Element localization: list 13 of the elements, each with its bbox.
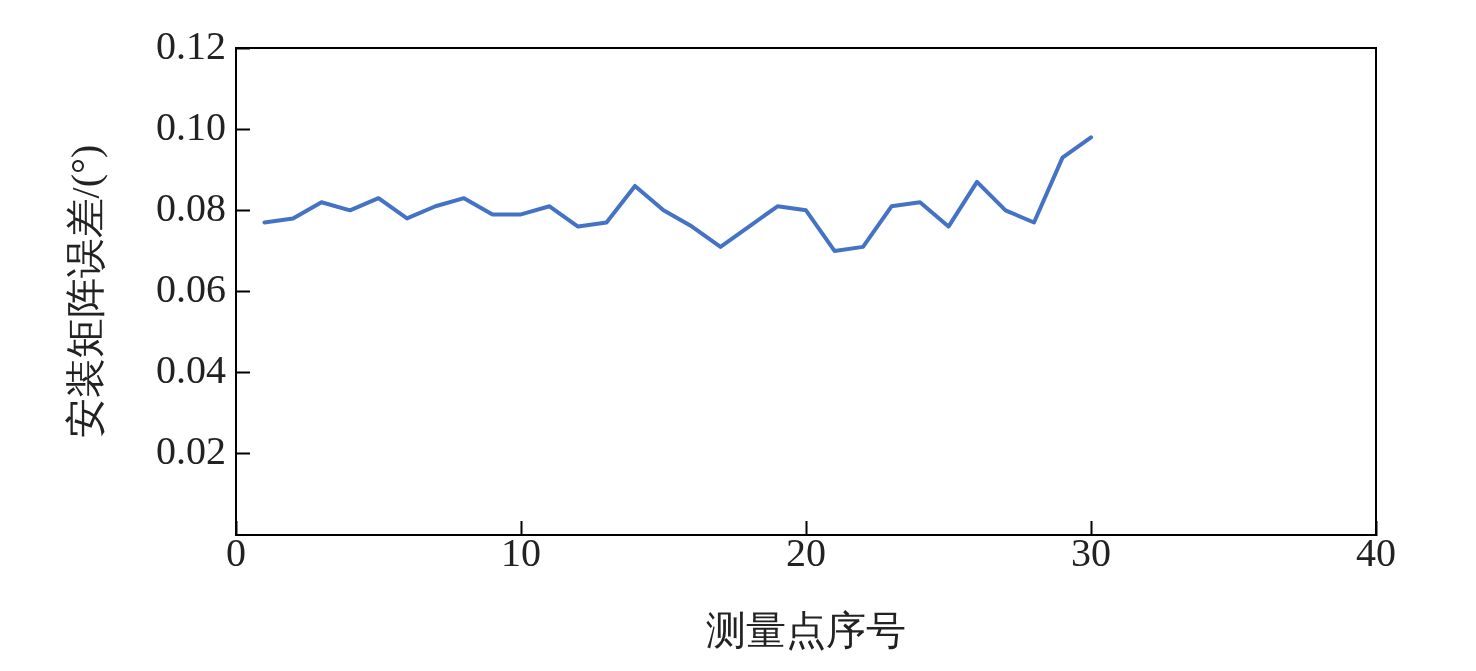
y-tick-label: 0.06: [156, 266, 226, 311]
y-tick-label: 0.02: [156, 428, 226, 474]
x-tick-label: 20: [786, 529, 826, 575]
x-tick-label: 10: [501, 529, 541, 575]
y-tick-label: 0.08: [156, 184, 226, 230]
x-axis-title: 测量点序号: [706, 607, 906, 653]
y-tick-label: 0.10: [156, 103, 226, 149]
y-tick-label: 0.12: [156, 22, 226, 68]
x-tick-label: 30: [1071, 529, 1111, 575]
x-tick-label: 40: [1356, 529, 1396, 575]
y-tick-label: 0.04: [156, 347, 226, 393]
x-tick-label: 0: [226, 529, 246, 575]
y-axis-title: 安装矩阵误差/(°): [62, 144, 108, 439]
